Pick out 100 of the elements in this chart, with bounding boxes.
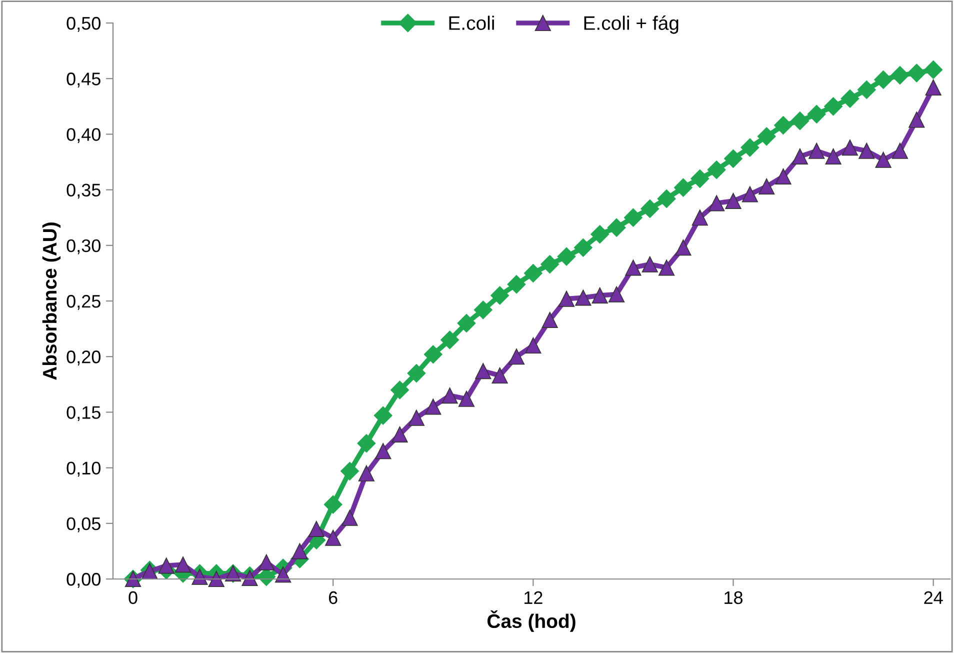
point bbox=[542, 312, 558, 328]
y-tick-label: 0,10 bbox=[66, 462, 100, 477]
y-tick-label: 0,40 bbox=[66, 128, 100, 144]
point bbox=[875, 152, 892, 168]
point bbox=[590, 225, 610, 244]
point bbox=[758, 178, 775, 195]
point bbox=[390, 380, 410, 400]
point bbox=[425, 398, 442, 415]
point bbox=[324, 495, 342, 514]
point bbox=[825, 148, 842, 164]
point bbox=[907, 64, 926, 82]
point bbox=[442, 387, 458, 404]
point bbox=[574, 238, 592, 257]
point bbox=[674, 178, 692, 197]
point bbox=[407, 364, 426, 383]
point bbox=[474, 300, 492, 320]
point bbox=[775, 168, 792, 185]
point bbox=[475, 362, 492, 380]
point bbox=[440, 330, 460, 350]
point bbox=[492, 367, 508, 384]
point bbox=[742, 186, 758, 202]
point bbox=[808, 142, 825, 159]
point bbox=[842, 139, 858, 156]
point bbox=[925, 79, 942, 96]
point bbox=[457, 314, 476, 332]
y-tick-label: 0,50 bbox=[66, 16, 100, 32]
x-tick-label: 24 bbox=[924, 591, 943, 604]
point bbox=[524, 264, 542, 282]
point bbox=[358, 465, 374, 482]
point bbox=[625, 260, 642, 276]
point bbox=[575, 290, 592, 306]
point bbox=[908, 112, 925, 128]
legend-label: E.coli + fág bbox=[584, 15, 678, 34]
point bbox=[840, 89, 860, 108]
point bbox=[774, 116, 793, 135]
point bbox=[608, 286, 625, 302]
point bbox=[724, 149, 743, 168]
y-tick-label: 0,20 bbox=[66, 350, 100, 366]
point bbox=[275, 566, 292, 583]
point bbox=[340, 462, 360, 480]
point bbox=[258, 554, 274, 570]
point bbox=[308, 520, 324, 538]
point bbox=[174, 556, 192, 573]
y-tick-label: 0,30 bbox=[66, 239, 100, 254]
point bbox=[375, 443, 392, 460]
point bbox=[342, 510, 358, 526]
y-tick-label: 0,05 bbox=[66, 517, 100, 532]
point bbox=[392, 426, 408, 442]
point bbox=[642, 256, 658, 272]
point bbox=[424, 345, 442, 364]
point bbox=[208, 570, 224, 588]
point bbox=[192, 568, 208, 585]
point bbox=[657, 189, 676, 208]
x-tick-label: 18 bbox=[724, 591, 743, 604]
point bbox=[824, 97, 843, 116]
y-tick-label: 0,15 bbox=[66, 406, 100, 422]
point bbox=[740, 138, 760, 157]
point bbox=[807, 104, 826, 124]
point bbox=[557, 247, 576, 266]
point bbox=[924, 60, 943, 79]
x-tick-label: 6 bbox=[328, 591, 338, 604]
point bbox=[708, 195, 725, 212]
point bbox=[507, 275, 526, 294]
point bbox=[374, 406, 392, 425]
point bbox=[790, 112, 810, 130]
point bbox=[857, 80, 876, 99]
point bbox=[357, 434, 376, 453]
point bbox=[658, 260, 675, 276]
point bbox=[158, 558, 174, 574]
point bbox=[607, 218, 626, 237]
point bbox=[624, 208, 642, 227]
y-tick-label: 0,45 bbox=[66, 72, 100, 88]
y-tick-label: 0,35 bbox=[66, 184, 100, 199]
point bbox=[692, 210, 708, 226]
point bbox=[508, 348, 525, 365]
point bbox=[325, 530, 342, 546]
point bbox=[725, 192, 742, 209]
point bbox=[292, 543, 308, 560]
point bbox=[890, 66, 910, 85]
point bbox=[874, 70, 893, 89]
point bbox=[242, 570, 258, 586]
point bbox=[892, 142, 908, 159]
point bbox=[525, 337, 542, 354]
point bbox=[792, 148, 808, 164]
x-tick-label: 0 bbox=[128, 591, 138, 604]
x-axis-title: Čas (hod) bbox=[487, 610, 576, 632]
point bbox=[408, 410, 425, 426]
point bbox=[640, 199, 660, 218]
point bbox=[690, 169, 710, 188]
point bbox=[558, 290, 575, 307]
y-tick-label: 0,25 bbox=[66, 294, 100, 310]
legend-label: E.coli bbox=[449, 16, 494, 30]
point bbox=[858, 142, 875, 159]
y-axis-title: Absorbance (AU) bbox=[42, 222, 60, 380]
y-tick-label: 0,00 bbox=[66, 572, 100, 588]
x-tick-label: 12 bbox=[524, 591, 542, 604]
point bbox=[757, 127, 776, 146]
point bbox=[490, 286, 510, 305]
point bbox=[540, 255, 560, 274]
point bbox=[592, 287, 608, 304]
